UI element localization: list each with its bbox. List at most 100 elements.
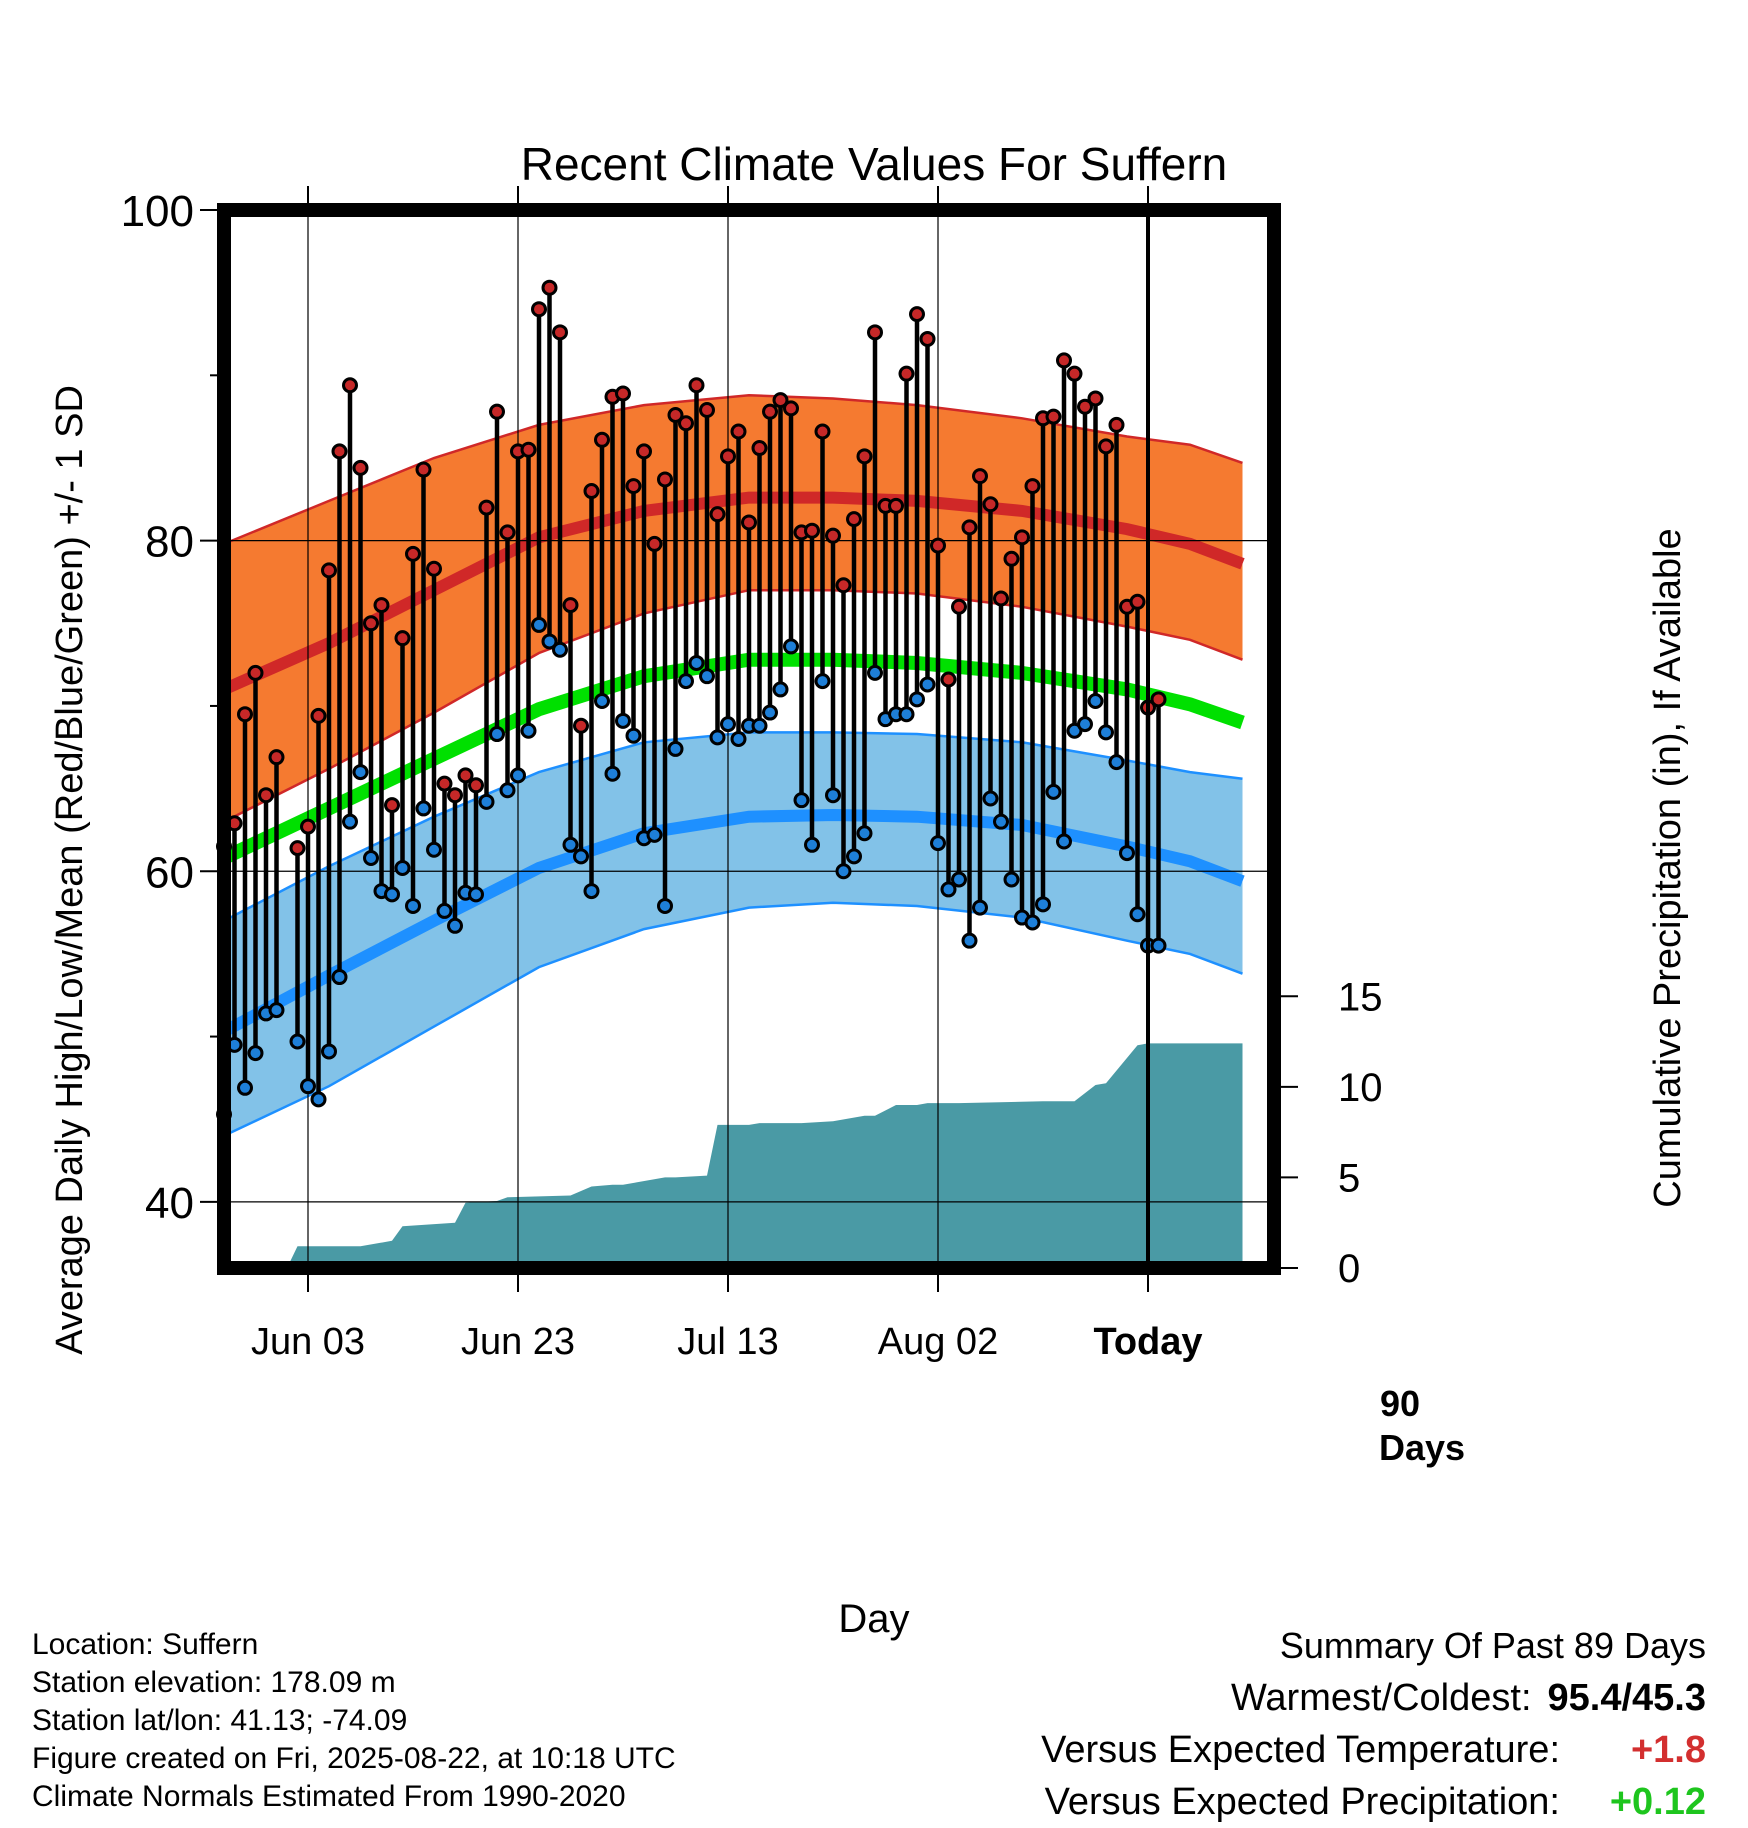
x-axis-label: Day (838, 1597, 909, 1641)
daily-high-point (405, 545, 421, 562)
daily-high-point (709, 506, 726, 523)
daily-low-point (1035, 896, 1051, 913)
daily-low-point (867, 664, 883, 681)
precipitation-layer (224, 1043, 1243, 1268)
warmest-label: Warmest/Coldest: (1230, 1677, 1532, 1719)
daily-low-point (1087, 692, 1104, 709)
daily-high-point (688, 377, 705, 394)
y2-tick-label: 5 (1338, 1156, 1360, 1200)
daily-high-point (940, 671, 957, 688)
summary-heading: Summary Of Past 89 Days (1279, 1625, 1706, 1666)
daily-low-point (846, 848, 862, 865)
daily-high-point (825, 527, 841, 544)
daily-high-point (1014, 529, 1030, 546)
daily-high-point (247, 664, 264, 681)
daily-low-point (1024, 914, 1041, 931)
daily-high-point (762, 403, 778, 420)
cumulative-precip-area (224, 1043, 1243, 1268)
x-tick-label: Jun 23 (461, 1321, 575, 1363)
daily-high-point (667, 406, 684, 423)
daily-high-point (720, 448, 736, 465)
today-marker-label-line1: 90 (1380, 1383, 1420, 1424)
daily-high-point (930, 537, 946, 554)
daily-low-point (1150, 937, 1167, 954)
daily-low-point (1003, 871, 1020, 888)
daily-high-point (520, 441, 537, 458)
daily-high-point (625, 478, 642, 495)
normals-bands-layer (221, 393, 1245, 1137)
daily-low-point (237, 1079, 253, 1096)
daily-high-point (468, 777, 484, 794)
daily-low-point (1108, 754, 1125, 771)
daily-low-point (625, 727, 642, 744)
daily-high-point (814, 423, 831, 440)
y-axis-label: Average Daily High/Low/Mean (Red/Blue/Gr… (49, 385, 91, 1355)
x-tick-label: Jul 13 (677, 1321, 778, 1363)
daily-low-point (594, 692, 610, 709)
y2-axis-label: Cumulative Precipitation (in), If Availa… (1647, 528, 1689, 1207)
daily-high-point (1150, 691, 1167, 708)
daily-low-point (762, 704, 778, 721)
daily-low-point (657, 897, 673, 914)
daily-low-point (1077, 716, 1093, 733)
summary-temp-row: Versus Expected Temperature: +1.8 (1041, 1724, 1706, 1776)
daily-high-point (1066, 365, 1083, 382)
daily-low-point (573, 848, 589, 865)
daily-high-point (268, 749, 285, 766)
daily-low-point (342, 813, 358, 830)
daily-low-point (321, 1043, 337, 1060)
x-tick-label: Aug 02 (878, 1321, 998, 1363)
daily-low-point (783, 638, 799, 655)
daily-low-point (300, 1078, 316, 1095)
daily-high-point (730, 423, 747, 440)
daily-low-point (394, 859, 411, 876)
daily-low-point (835, 863, 852, 880)
daily-high-point (457, 767, 474, 784)
daily-high-point (741, 514, 757, 531)
elevation-text: Station elevation: 178.09 m (32, 1666, 396, 1699)
summary-panel: Summary Of Past 89 Days Warmest/Coldest:… (1041, 1620, 1706, 1828)
daily-low-point (426, 841, 442, 858)
daily-low-point (331, 969, 348, 986)
daily-low-point (436, 902, 453, 919)
daily-low-point (1098, 724, 1114, 741)
daily-high-point (951, 598, 967, 615)
daily-low-point (310, 1091, 327, 1108)
daily-low-point (520, 722, 537, 739)
daily-high-point (415, 461, 432, 478)
y-tick-label: 100 (121, 187, 194, 236)
daily-low-point (499, 782, 516, 799)
daily-high-point (751, 440, 768, 457)
daily-high-point (972, 468, 988, 485)
daily-high-point (888, 497, 904, 514)
observations-layer (216, 210, 1167, 1268)
daily-low-point (678, 673, 694, 690)
daily-high-point (1003, 550, 1020, 567)
y-tick-label: 40 (145, 1179, 194, 1228)
normal-high-upper-edge (223, 393, 1243, 546)
daily-low-point (720, 716, 736, 733)
daily-high-point (961, 519, 978, 536)
y2-tick-label: 0 (1338, 1247, 1360, 1291)
daily-low-point (940, 881, 957, 898)
daily-low-point (646, 826, 663, 843)
daily-high-point (594, 431, 610, 448)
normals-text: Climate Normals Estimated From 1990-2020 (32, 1780, 626, 1813)
warmest-value: 95.4/45.3 (1547, 1677, 1706, 1719)
daily-high-point (1045, 408, 1062, 425)
y-tick-label: 80 (145, 518, 194, 567)
daily-high-point (426, 560, 442, 577)
daily-high-point (657, 471, 673, 488)
daily-low-point (468, 886, 484, 903)
daily-low-point (709, 729, 726, 746)
daily-low-point (268, 1002, 285, 1019)
daily-low-point (804, 836, 820, 853)
daily-low-point (541, 633, 558, 650)
daily-low-point (447, 917, 463, 934)
daily-high-point (447, 787, 463, 804)
frame-layer (217, 203, 1281, 1275)
daily-high-point (310, 707, 327, 724)
normal-low-lower-edge (223, 901, 1243, 1137)
chart-title: Recent Climate Values For Suffern (521, 138, 1228, 190)
location-text: Location: Suffern (32, 1628, 259, 1661)
